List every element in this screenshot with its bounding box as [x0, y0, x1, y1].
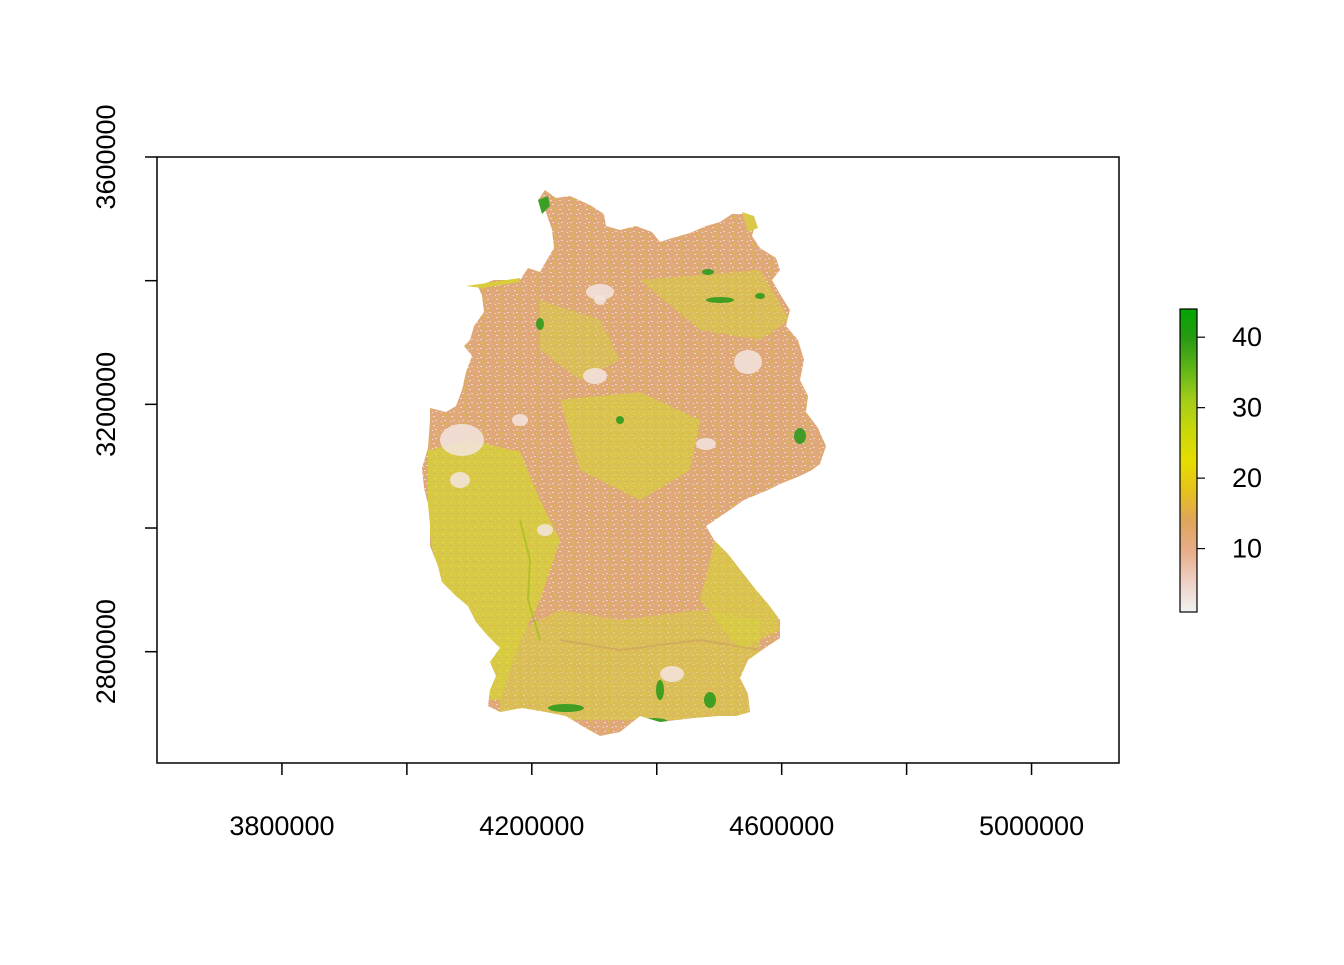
legend-tick-label-1: 20 [1232, 463, 1262, 493]
raster-dark-spot-6 [704, 692, 716, 708]
raster-zone-5 [540, 300, 620, 380]
y-tick-label-2: 3200000 [91, 352, 121, 457]
legend-tick-label-0: 10 [1232, 534, 1262, 564]
raster-dark-spot-2 [755, 293, 765, 299]
x-tick-label-6: 5000000 [979, 811, 1084, 841]
x-axis: 3800000 4200000 4600000 5000000 [229, 763, 1084, 841]
raster-islands-north-sea [466, 278, 520, 288]
raster-germany [422, 190, 826, 736]
raster-river-0 [519, 519, 541, 641]
y-tick-label-0: 2800000 [91, 599, 121, 704]
raster-zone-2 [560, 392, 700, 500]
raster-zone-1 [500, 610, 760, 720]
raster-light-spot-2 [583, 368, 607, 384]
raster-island-sylt [538, 196, 550, 214]
legend-tick-label-2: 30 [1232, 393, 1262, 423]
raster-light-spot-3 [734, 350, 762, 374]
raster-light-spot-4 [696, 438, 716, 450]
y-tick-label-4: 3600000 [91, 104, 121, 209]
raster-dark-spot-0 [706, 297, 734, 303]
raster-light-spot-6 [450, 472, 470, 488]
raster-dark-spot-5 [640, 718, 668, 726]
raster-light-spot-7 [537, 524, 553, 536]
raster-dark-spot-1 [794, 428, 806, 444]
raster-zone-3 [640, 270, 790, 340]
legend-color-bar [1179, 308, 1198, 613]
color-legend: 10 20 30 40 [1179, 308, 1262, 613]
raster-light-spot-1 [440, 424, 484, 456]
y-axis: 2800000 3200000 3600000 [91, 104, 157, 704]
raster-dark-spot-3 [548, 704, 584, 712]
raster-dark-spot-8 [702, 269, 714, 275]
x-tick-label-0: 3800000 [229, 811, 334, 841]
legend-tick-label-3: 40 [1232, 322, 1262, 352]
raster-island-ruegen [742, 212, 758, 232]
x-tick-label-4: 4600000 [729, 811, 834, 841]
raster-light-spot-9 [512, 414, 528, 426]
raster-river-1 [559, 638, 761, 652]
raster-light-spot-5 [660, 666, 684, 682]
x-tick-label-2: 4200000 [479, 811, 584, 841]
raster-zone-4 [700, 520, 780, 650]
raster-light-spot-8 [594, 295, 606, 305]
raster-dark-spot-4 [656, 680, 664, 700]
plot-frame [156, 156, 1120, 764]
raster-dark-spot-7 [536, 318, 544, 330]
raster-dark-spot-9 [616, 416, 624, 424]
raster-light-spot-0 [586, 284, 614, 300]
